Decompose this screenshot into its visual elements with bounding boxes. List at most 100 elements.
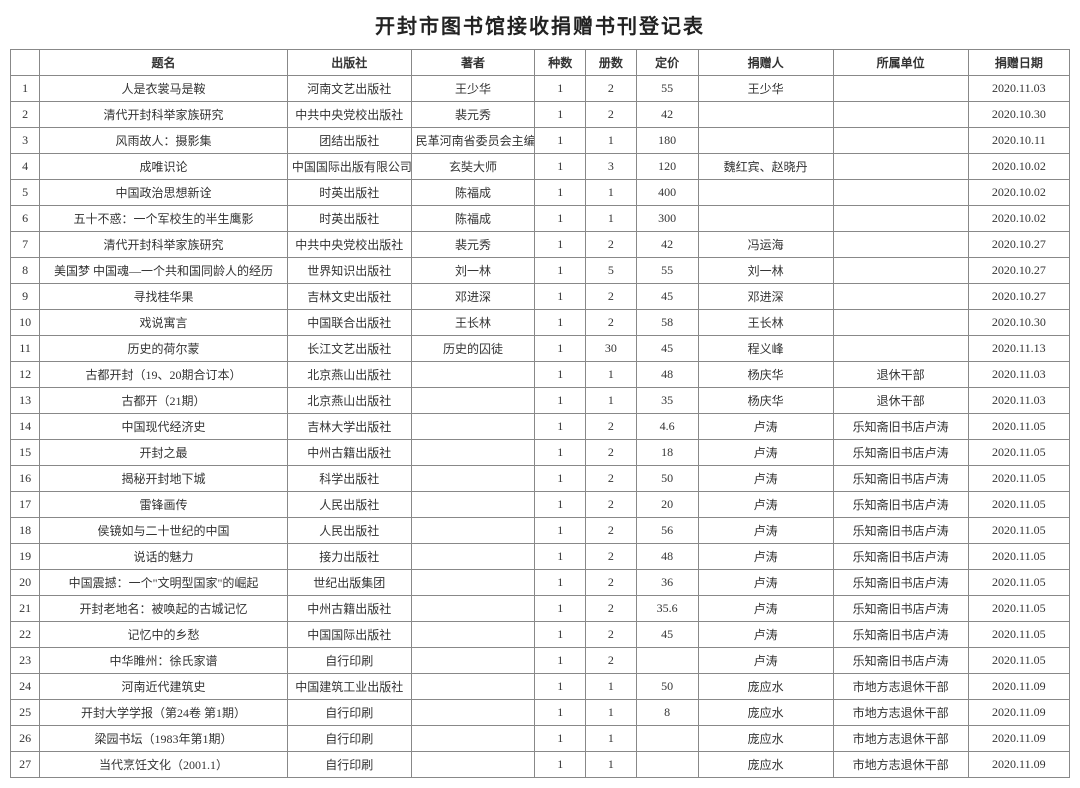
cell-donor: 程义峰: [698, 336, 833, 362]
cell-volumes: 1: [586, 180, 637, 206]
cell-title: 五十不惑：一个军校生的半生鹰影: [40, 206, 288, 232]
cell-title: 中国现代经济史: [40, 414, 288, 440]
cell-kinds: 1: [535, 596, 586, 622]
cell-unit: 乐知斋旧书店卢涛: [833, 622, 968, 648]
cell-volumes: 2: [586, 232, 637, 258]
table-row: 15开封之最中州古籍出版社1218卢涛乐知斋旧书店卢涛2020.11.05: [11, 440, 1070, 466]
cell-date: 2020.11.03: [968, 388, 1069, 414]
cell-author: 民革河南省委员会主编: [411, 128, 535, 154]
cell-author: [411, 362, 535, 388]
table-row: 7清代开封科举家族研究中共中央党校出版社裴元秀1242冯运海2020.10.27: [11, 232, 1070, 258]
cell-publisher: 世纪出版集团: [287, 570, 411, 596]
cell-donor: 庞应水: [698, 674, 833, 700]
cell-date: 2020.11.09: [968, 726, 1069, 752]
cell-volumes: 1: [586, 128, 637, 154]
cell-donor: [698, 180, 833, 206]
table-row: 26梁园书坛（1983年第1期）自行印刷11庞应水市地方志退休干部2020.11…: [11, 726, 1070, 752]
cell-publisher: 中国联合出版社: [287, 310, 411, 336]
cell-date: 2020.11.05: [968, 648, 1069, 674]
cell-price: 56: [636, 518, 698, 544]
cell-date: 2020.10.30: [968, 310, 1069, 336]
cell-unit: 乐知斋旧书店卢涛: [833, 570, 968, 596]
cell-price: 400: [636, 180, 698, 206]
cell-price: 48: [636, 544, 698, 570]
cell-unit: [833, 180, 968, 206]
cell-index: 15: [11, 440, 40, 466]
cell-publisher: 吉林大学出版社: [287, 414, 411, 440]
cell-price: 35.6: [636, 596, 698, 622]
cell-unit: 乐知斋旧书店卢涛: [833, 518, 968, 544]
cell-publisher: 团结出版社: [287, 128, 411, 154]
col-date: 捐赠日期: [968, 50, 1069, 76]
cell-title: 成唯识论: [40, 154, 288, 180]
cell-date: 2020.11.05: [968, 492, 1069, 518]
cell-donor: 王少华: [698, 76, 833, 102]
cell-date: 2020.11.03: [968, 362, 1069, 388]
cell-author: [411, 752, 535, 778]
cell-title: 开封老地名：被唤起的古城记忆: [40, 596, 288, 622]
cell-volumes: 2: [586, 544, 637, 570]
table-row: 5中国政治思想新诠时英出版社陈福成114002020.10.02: [11, 180, 1070, 206]
cell-index: 6: [11, 206, 40, 232]
cell-donor: 冯运海: [698, 232, 833, 258]
table-row: 17雷锋画传人民出版社1220卢涛乐知斋旧书店卢涛2020.11.05: [11, 492, 1070, 518]
cell-author: 陈福成: [411, 206, 535, 232]
cell-volumes: 30: [586, 336, 637, 362]
cell-index: 22: [11, 622, 40, 648]
table-row: 10戏说寓言中国联合出版社王长林1258王长林2020.10.30: [11, 310, 1070, 336]
cell-index: 3: [11, 128, 40, 154]
cell-price: 50: [636, 466, 698, 492]
cell-volumes: 2: [586, 648, 637, 674]
cell-index: 26: [11, 726, 40, 752]
cell-date: 2020.11.05: [968, 544, 1069, 570]
cell-donor: 卢涛: [698, 596, 833, 622]
cell-donor: 庞应水: [698, 726, 833, 752]
cell-unit: [833, 336, 968, 362]
table-row: 23中华睢州：徐氏家谱自行印刷12卢涛乐知斋旧书店卢涛2020.11.05: [11, 648, 1070, 674]
cell-price: [636, 648, 698, 674]
cell-price: 4.6: [636, 414, 698, 440]
cell-publisher: 河南文艺出版社: [287, 76, 411, 102]
cell-unit: [833, 258, 968, 284]
cell-donor: 魏红宾、赵晓丹: [698, 154, 833, 180]
cell-price: [636, 752, 698, 778]
cell-donor: 庞应水: [698, 752, 833, 778]
cell-unit: [833, 232, 968, 258]
cell-date: 2020.10.27: [968, 258, 1069, 284]
table-row: 21开封老地名：被唤起的古城记忆中州古籍出版社1235.6卢涛乐知斋旧书店卢涛2…: [11, 596, 1070, 622]
cell-kinds: 1: [535, 206, 586, 232]
cell-price: 45: [636, 336, 698, 362]
cell-index: 20: [11, 570, 40, 596]
cell-donor: 卢涛: [698, 518, 833, 544]
cell-title: 中国政治思想新诠: [40, 180, 288, 206]
cell-publisher: 中州古籍出版社: [287, 596, 411, 622]
cell-volumes: 2: [586, 518, 637, 544]
cell-donor: 刘一林: [698, 258, 833, 284]
cell-author: [411, 622, 535, 648]
table-row: 27当代烹饪文化（2001.1）自行印刷11庞应水市地方志退休干部2020.11…: [11, 752, 1070, 778]
cell-kinds: 1: [535, 310, 586, 336]
cell-index: 18: [11, 518, 40, 544]
table-row: 6五十不惑：一个军校生的半生鹰影时英出版社陈福成113002020.10.02: [11, 206, 1070, 232]
cell-kinds: 1: [535, 154, 586, 180]
table-row: 1人是衣裳马是鞍河南文艺出版社王少华1255王少华2020.11.03: [11, 76, 1070, 102]
cell-title: 美国梦 中国魂—一个共和国同龄人的经历: [40, 258, 288, 284]
cell-index: 21: [11, 596, 40, 622]
table-row: 3风雨故人：摄影集团结出版社民革河南省委员会主编111802020.10.11: [11, 128, 1070, 154]
cell-publisher: 科学出版社: [287, 466, 411, 492]
cell-price: 45: [636, 622, 698, 648]
cell-title: 说话的魅力: [40, 544, 288, 570]
cell-unit: 乐知斋旧书店卢涛: [833, 596, 968, 622]
cell-index: 2: [11, 102, 40, 128]
cell-index: 10: [11, 310, 40, 336]
cell-title: 古都开封（19、20期合订本）: [40, 362, 288, 388]
cell-price: 42: [636, 102, 698, 128]
cell-title: 揭秘开封地下城: [40, 466, 288, 492]
cell-index: 25: [11, 700, 40, 726]
cell-title: 清代开封科举家族研究: [40, 232, 288, 258]
cell-publisher: 北京燕山出版社: [287, 388, 411, 414]
cell-donor: 卢涛: [698, 414, 833, 440]
cell-volumes: 1: [586, 752, 637, 778]
cell-donor: 庞应水: [698, 700, 833, 726]
cell-date: 2020.11.05: [968, 570, 1069, 596]
